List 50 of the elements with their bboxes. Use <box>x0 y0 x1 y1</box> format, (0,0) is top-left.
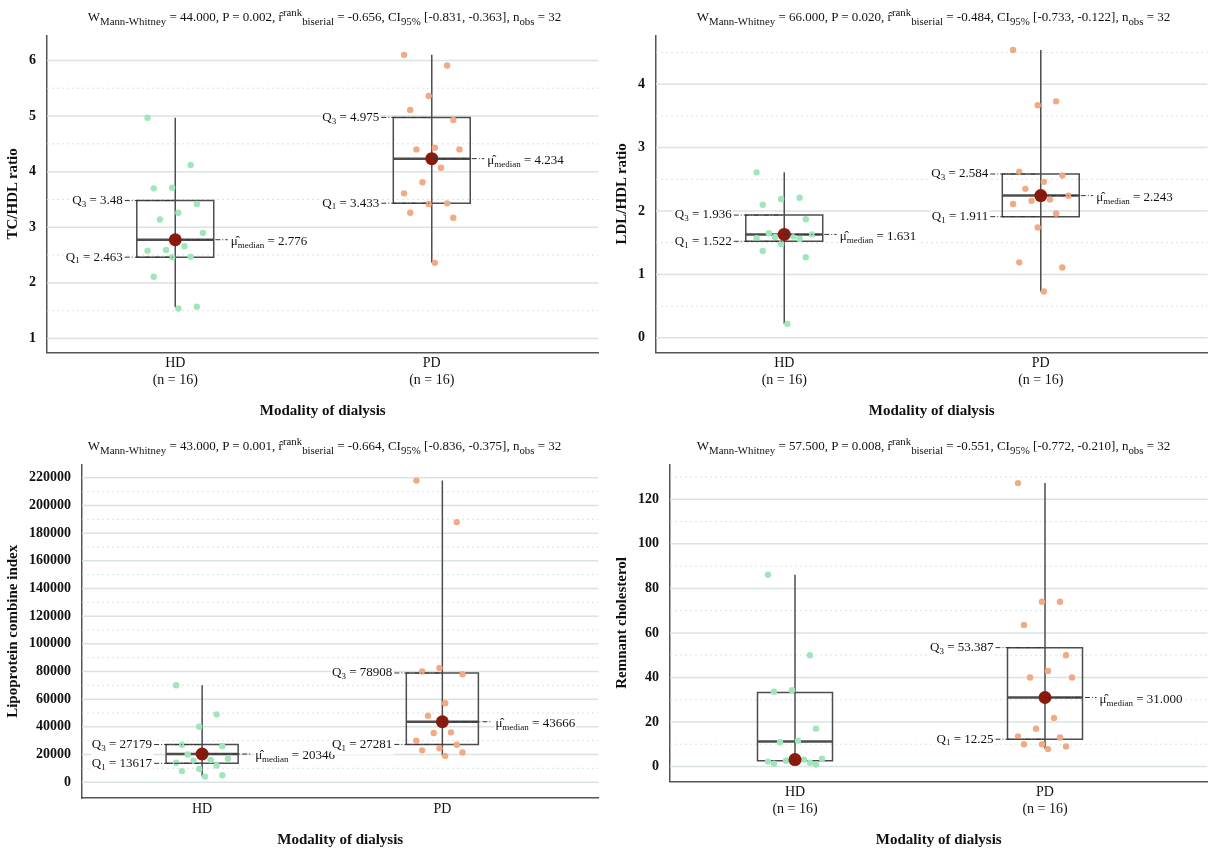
y-tick-label: 40000 <box>36 718 71 734</box>
y-tick-label: 140000 <box>29 580 71 596</box>
x-tick-label: HD <box>192 801 213 817</box>
y-tick-label: 6 <box>29 52 36 68</box>
y-axis-title: Lipoprotein combine index <box>3 544 20 718</box>
y-tick-label: 0 <box>638 329 645 345</box>
x-axis-title: Modality of dialysis <box>259 401 386 418</box>
y-tick-label: 200000 <box>29 497 71 513</box>
y-tick-label: 5 <box>29 107 36 123</box>
y-axis-title: TC/HDL ratio <box>3 148 20 240</box>
y-tick-label: 20000 <box>36 746 71 762</box>
y-tick-label: 100 <box>638 535 659 551</box>
y-tick-label: 20 <box>645 713 659 729</box>
y-tick-label: 4 <box>638 75 645 91</box>
y-tick-label: 1 <box>638 266 645 282</box>
y-tick-label: 80 <box>645 580 659 595</box>
y-axis-title: Remnant cholesterol <box>612 557 629 689</box>
x-tick-label: PD (n = 16) <box>1018 355 1064 389</box>
y-tick-label: 120 <box>638 490 659 506</box>
y-tick-label: 1 <box>29 330 36 346</box>
y-tick-label: 100000 <box>29 635 71 651</box>
y-tick-label: 60000 <box>36 690 71 706</box>
x-axis-title: Modality of dialysis <box>868 401 995 418</box>
y-tick-label: 180000 <box>29 524 71 540</box>
y-tick-label: 80000 <box>36 663 71 679</box>
y-tick-label: 60 <box>645 624 659 640</box>
x-tick-label: HD (n = 16) <box>152 355 199 389</box>
x-tick-label: PD (n = 16) <box>1022 784 1068 818</box>
y-tick-label: 0 <box>652 758 659 774</box>
y-axis-title: LDL/HDL ratio <box>612 143 629 245</box>
y-tick-label: 120000 <box>29 607 71 623</box>
x-tick-label: PD <box>433 801 452 817</box>
y-tick-label: 2 <box>638 202 645 218</box>
x-tick-label: HD (n = 16) <box>772 784 818 818</box>
x-tick-label: HD (n = 16) <box>761 355 808 389</box>
y-tick-label: 40 <box>645 669 659 685</box>
y-tick-label: 3 <box>638 139 645 155</box>
y-tick-label: 2 <box>29 274 36 290</box>
chart-title: W$_{Mann-Whitney}$ = 43.000, P = 0.001, r̂$^{rank}$$_{biserial}$ = -0.664, CI$_{95%}$ [-0.836, -0.375], n$_{obs}$ = 32 <box>87 435 562 456</box>
y-tick-label: 220000 <box>29 469 71 485</box>
chart-title: W$_{Mann-Whitney}$ = 57.500, P = 0.008, r̂$^{rank}$$_{biserial}$ = -0.551, CI$_{95%}$ [-0.772, -0.210], n$_{obs}$ = 32 <box>696 435 1171 456</box>
y-tick-label: 160000 <box>29 552 71 568</box>
y-tick-label: 3 <box>29 218 36 234</box>
chart-title: W$_{Mann-Whitney}$ = 44.000, P = 0.002, r̂$^{rank}$$_{biserial}$ = -0.656, CI$_{95%}$ [-0.831, -0.363], n$_{obs}$ = 32 <box>87 6 562 27</box>
y-tick-label: 0 <box>64 773 71 789</box>
x-tick-label: PD (n = 16) <box>409 355 455 389</box>
x-axis-title: Modality of dialysis <box>277 830 404 847</box>
y-tick-label: 4 <box>29 163 36 179</box>
chart-title: W$_{Mann-Whitney}$ = 66.000, P = 0.020, r̂$^{rank}$$_{biserial}$ = -0.484, CI$_{95%}$ [-0.733, -0.122], n$_{obs}$ = 32 <box>696 6 1171 27</box>
x-axis-title: Modality of dialysis <box>875 830 1002 847</box>
